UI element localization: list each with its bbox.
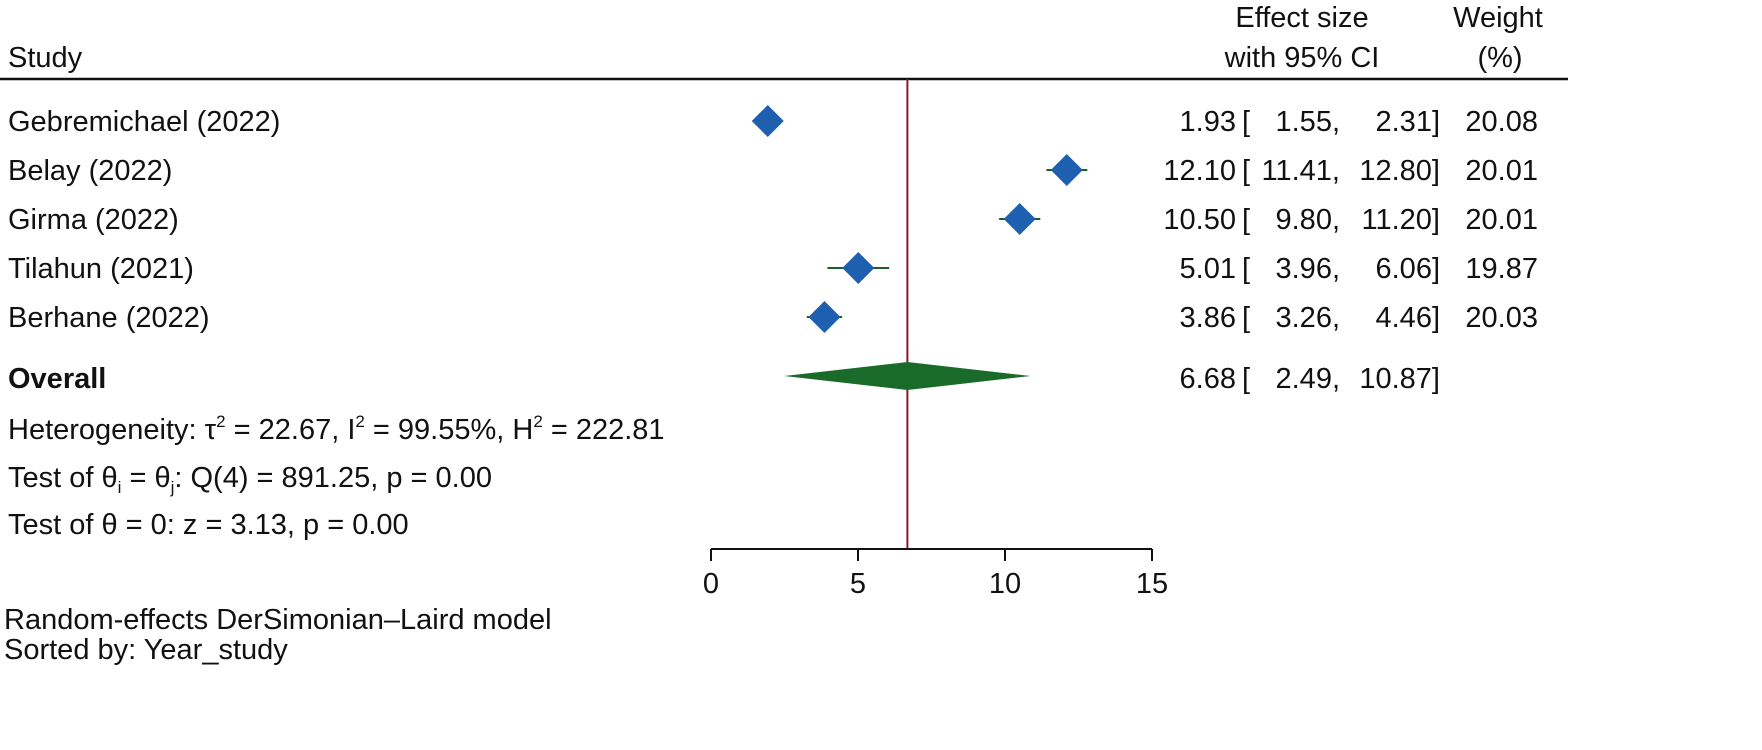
test-equality: Test of θi = θj: Q(4) = 891.25, p = 0.00 (8, 462, 492, 497)
x-axis-tick-label: 15 (1136, 568, 1168, 600)
study-label: Girma (2022) (8, 204, 179, 236)
test-zero: Test of θ = 0: z = 3.13, p = 0.00 (8, 509, 409, 541)
i-superscript: 2 (355, 412, 364, 431)
study-ci-lower: 11.41, (1262, 155, 1340, 187)
overall-diamond (784, 362, 1031, 390)
overall-hi: 10.87] (1359, 363, 1440, 395)
overall-bracket: [ (1242, 363, 1250, 395)
plot-area: 0 5 10 15 (703, 79, 1168, 600)
overall-es: 6.68 (1180, 363, 1236, 395)
study-marker (1050, 154, 1083, 186)
x-axis-tick-label: 0 (703, 568, 719, 600)
study-label: Tilahun (2021) (8, 253, 194, 285)
study-ci-upper: 11.20] (1362, 204, 1440, 236)
overall-lo: 2.49, (1276, 363, 1341, 395)
study-ci-upper: 2.31] (1376, 106, 1441, 138)
study-marker (1003, 203, 1036, 235)
study-marker (842, 252, 875, 284)
study-marker (808, 301, 841, 333)
study-weight: 20.01 (1465, 155, 1538, 187)
study-es-value: 3.86 (1180, 302, 1236, 334)
heterogeneity-stats: Heterogeneity: τ2 = 22.67, I2 = 99.55%, … (8, 412, 665, 446)
tau-superscript: 2 (216, 412, 225, 431)
header-effect-line1: Effect size (1235, 2, 1368, 34)
subscript-i: i (118, 478, 122, 497)
study-es-value: 12.10 (1163, 155, 1236, 187)
study-ci-lower: 3.26, (1276, 302, 1341, 334)
study-bracket: [ (1242, 302, 1250, 334)
footnote-model: Random-effects DerSimonian–Laird model (4, 604, 552, 636)
header-study: Study (8, 42, 83, 74)
study-weight: 20.03 (1465, 302, 1538, 334)
header-weight-line1: Weight (1453, 2, 1543, 34)
heterogeneity-prefix: Heterogeneity: τ (8, 414, 217, 446)
study-weight: 19.87 (1465, 253, 1538, 285)
study-ci-upper: 6.06] (1376, 253, 1441, 285)
header-weight-line2: (%) (1477, 42, 1522, 74)
subscript-j: j (170, 478, 175, 497)
h-superscript: 2 (533, 412, 542, 431)
x-axis-tick-label: 10 (989, 568, 1021, 600)
tau-value: = 22.67, I (226, 414, 356, 446)
study-ci-lower: 1.55, (1276, 106, 1341, 138)
i-value: = 99.55%, H (365, 414, 533, 446)
study-ci-upper: 4.46] (1376, 302, 1441, 334)
test-equality-mid: = θ (121, 462, 170, 494)
overall-label: Overall (8, 363, 106, 395)
study-bracket: [ (1242, 106, 1250, 138)
study-label: Berhane (2022) (8, 302, 210, 334)
x-axis-tick-label: 5 (850, 568, 866, 600)
test-equality-rest: : Q(4) = 891.25, p = 0.00 (174, 462, 492, 494)
study-marker (751, 105, 784, 137)
study-ci-lower: 9.80, (1276, 204, 1341, 236)
study-bracket: [ (1242, 204, 1250, 236)
study-es-value: 1.93 (1180, 106, 1236, 138)
study-es-value: 10.50 (1163, 204, 1236, 236)
study-rows: Gebremichael (2022) 1.93[1.55, 2.31] 20.08B… (8, 106, 1538, 334)
study-ci-lower: 3.96, (1276, 253, 1341, 285)
study-label: Gebremichael (2022) (8, 106, 280, 138)
header-effect-line2: with 95% CI (1224, 42, 1380, 74)
study-bracket: [ (1242, 253, 1250, 285)
test-equality-prefix: Test of θ (8, 462, 118, 494)
study-label: Belay (2022) (8, 155, 172, 187)
study-bracket: [ (1242, 155, 1250, 187)
h-value: = 222.81 (543, 414, 665, 446)
footnote-sort: Sorted by: Year_study (4, 634, 288, 666)
study-weight: 20.08 (1465, 106, 1538, 138)
study-ci-upper: 12.80] (1359, 155, 1440, 187)
study-es-value: 5.01 (1180, 253, 1236, 285)
study-weight: 20.01 (1465, 204, 1538, 236)
